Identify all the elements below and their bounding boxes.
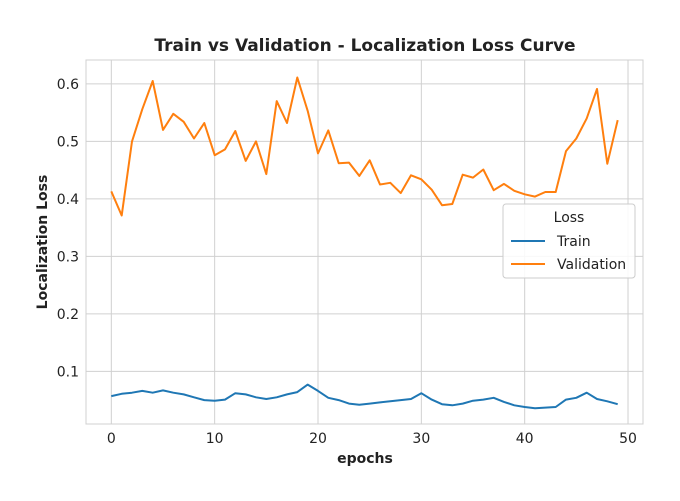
plot-frame xyxy=(85,59,644,425)
y-tick-label: 0.4 xyxy=(57,192,79,208)
x-tick-label: 10 xyxy=(206,431,224,447)
x-tick-label: 20 xyxy=(309,431,327,447)
x-tick-label: 30 xyxy=(412,431,430,447)
series-line-validation xyxy=(110,76,619,217)
legend: Loss Train Validation xyxy=(502,203,636,279)
y-tick-label: 0.1 xyxy=(57,364,79,380)
legend-entry-train: Train xyxy=(556,234,591,250)
series-line-train xyxy=(111,383,618,410)
series-lines xyxy=(110,76,619,410)
x-tick-label: 0 xyxy=(107,431,116,447)
tick-labels: 0 10 20 30 40 50 0.1 0.2 0.3 0.4 0.5 0.6 xyxy=(57,77,637,447)
y-tick-label: 0.2 xyxy=(57,307,79,323)
x-tick-label: 40 xyxy=(516,431,534,447)
chart-title: Train vs Validation - Localization Loss … xyxy=(154,36,575,56)
y-tick-label: 0.5 xyxy=(57,134,79,150)
y-tick-label: 0.3 xyxy=(57,249,79,265)
y-axis-label: Localization Loss xyxy=(35,175,51,310)
y-tick-label: 0.6 xyxy=(57,77,79,93)
x-tick-label: 50 xyxy=(619,431,637,447)
legend-frame xyxy=(502,203,636,279)
legend-entry-validation: Validation xyxy=(557,257,626,273)
x-axis-label: epochs xyxy=(337,451,393,467)
legend-title: Loss xyxy=(554,210,585,226)
